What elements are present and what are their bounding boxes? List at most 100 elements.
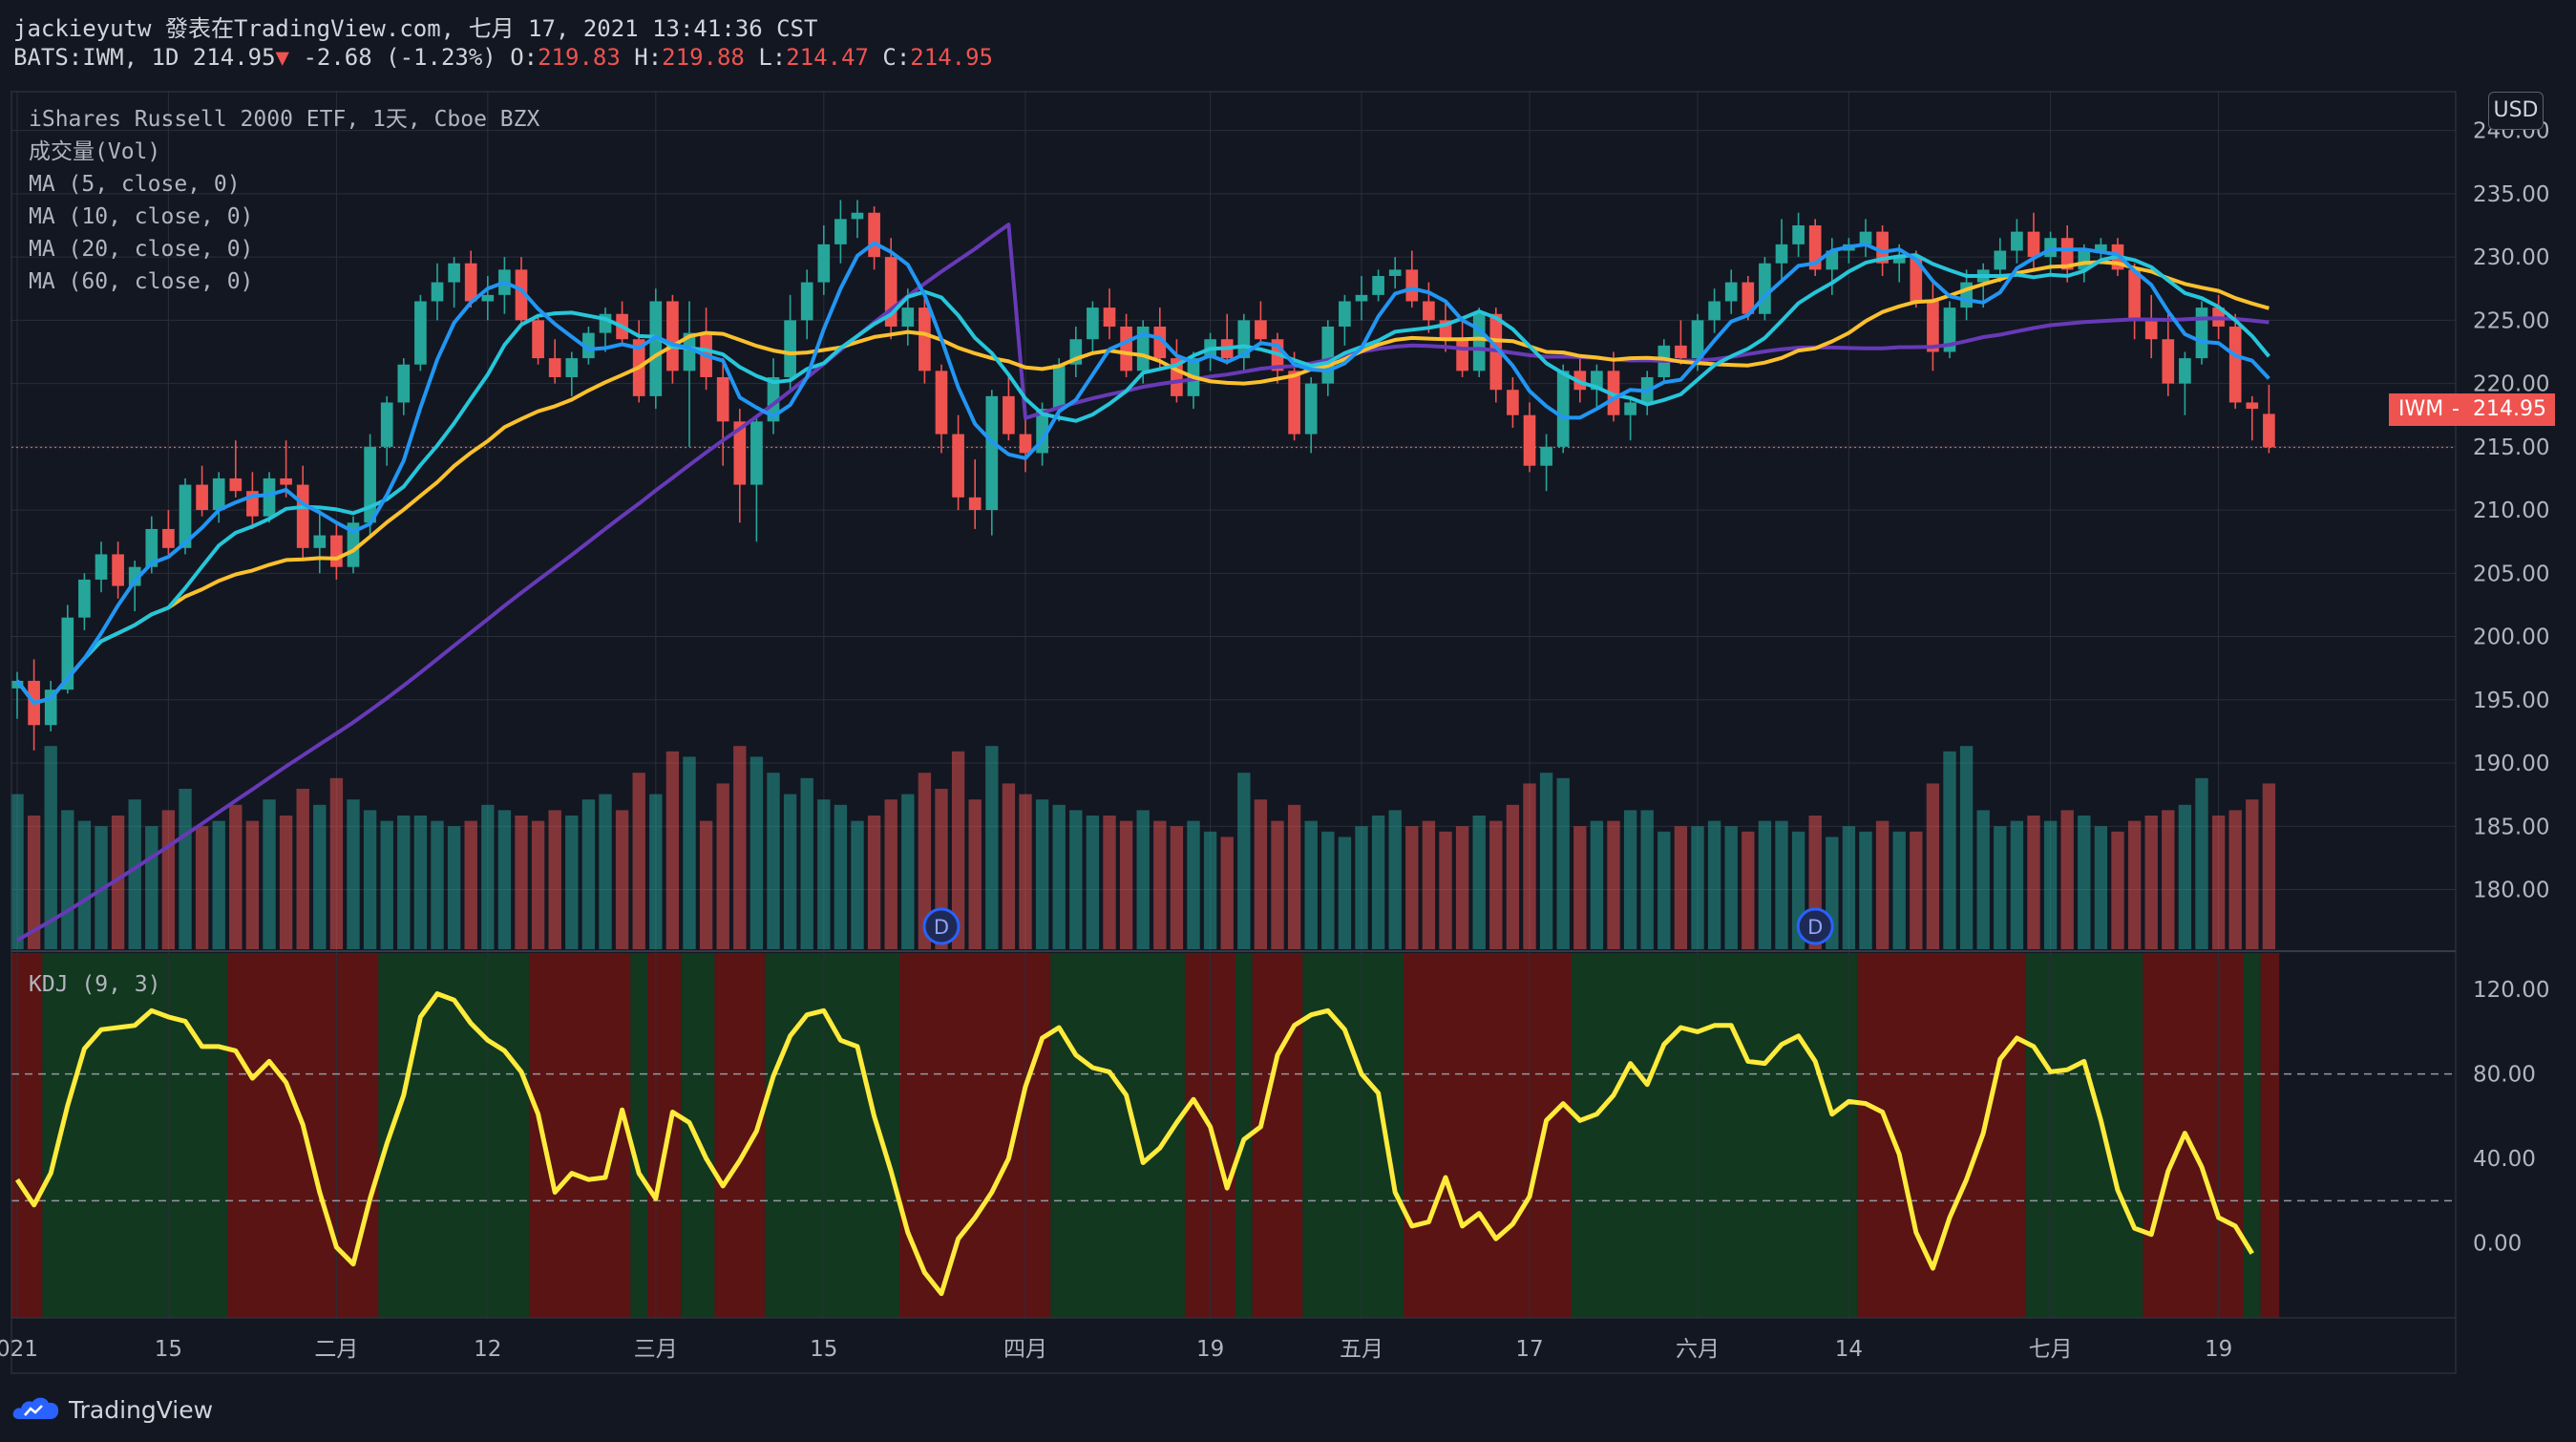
volume-bar <box>1573 826 1587 949</box>
volume-bar <box>44 746 57 949</box>
volume-bar <box>431 820 444 949</box>
ma5-label[interactable]: MA (5, close, 0) <box>29 172 241 197</box>
volume-bar <box>263 799 276 949</box>
time-tick-label: 二月 <box>314 1337 358 1362</box>
volume-bar <box>1691 826 1704 949</box>
close-value: 214.95 <box>910 44 993 71</box>
indicator-legend: iShares Russell 2000 ETF, 1天, Cboe BZX 成… <box>29 103 539 298</box>
volume-bar <box>1136 810 1150 949</box>
volume-bar <box>2262 783 2276 949</box>
kdj-zone-bull <box>1572 953 1858 1318</box>
candle-body <box>1724 282 1738 302</box>
time-tick-label: 19 <box>2205 1337 2232 1362</box>
candle-body <box>817 244 831 283</box>
time-tick-label: 三月 <box>634 1337 678 1362</box>
volume-bar <box>1304 820 1318 949</box>
candle-body <box>1087 307 1099 340</box>
volume-bar <box>380 820 393 949</box>
volume-bar <box>817 799 831 949</box>
ma60-label[interactable]: MA (60, close, 0) <box>29 269 254 294</box>
price-tick-label: 185.00 <box>2473 815 2549 839</box>
tradingview-logo[interactable]: TradingView <box>11 1390 213 1429</box>
open-value: 219.83 <box>538 44 621 71</box>
volume-bar <box>1439 831 1452 949</box>
volume-bar <box>834 804 848 949</box>
candle-body <box>1339 301 1351 327</box>
symbol-title[interactable]: iShares Russell 2000 ETF, 1天, Cboe BZX <box>29 107 540 132</box>
price-tick-label: 220.00 <box>2473 372 2549 397</box>
candle-body <box>2162 339 2175 384</box>
candle-body <box>1759 263 1771 314</box>
volume-bar <box>531 820 545 949</box>
candle-body <box>750 421 763 485</box>
volume-indicator-label[interactable]: 成交量(Vol) <box>29 139 161 164</box>
candle-body <box>112 554 124 586</box>
kdj-indicator-label[interactable]: KDJ (9, 3) <box>29 972 161 997</box>
volume-bar <box>565 816 579 949</box>
candle-body <box>1859 231 1872 244</box>
candle-body <box>1876 231 1889 264</box>
time-tick-label: 五月 <box>1340 1337 1383 1362</box>
volume-bar <box>1959 746 1974 949</box>
volume-bar <box>2010 820 2024 949</box>
candle-body <box>280 477 292 485</box>
candle-body <box>1288 371 1300 435</box>
volume-bar <box>1910 831 1923 949</box>
candle-body <box>1523 414 1536 466</box>
volume-bar <box>145 826 158 949</box>
volume-bar <box>1842 826 1856 949</box>
volume-bar <box>2246 799 2259 949</box>
candle-body <box>666 301 679 371</box>
candle-body <box>1775 244 1788 264</box>
candle-body <box>716 376 729 422</box>
time-tick-label: 19 <box>1196 1337 1224 1362</box>
volume-bar <box>1153 820 1167 949</box>
kdj-zone-bear <box>714 953 766 1318</box>
volume-bar <box>1758 820 1772 949</box>
volume-bar <box>245 820 260 949</box>
ohlc-readout: BATS:IWM, 1D 214.95▼ -2.68 (-1.23%) O:21… <box>13 44 993 71</box>
candle-body <box>800 282 813 321</box>
volume-bar <box>1926 783 1940 949</box>
volume-bar <box>1556 777 1570 949</box>
volume-bar <box>884 799 897 949</box>
volume-bar <box>615 810 629 949</box>
volume-bar <box>61 810 74 949</box>
volume-bar <box>413 816 428 949</box>
candle-body <box>1556 371 1570 447</box>
candle-body <box>2128 269 2141 321</box>
candle-body <box>532 320 544 359</box>
time-tick-label: 15 <box>155 1337 182 1362</box>
ma20-label[interactable]: MA (20, close, 0) <box>29 237 254 262</box>
volume-bar <box>2094 826 2108 949</box>
candle-body <box>1321 326 1335 384</box>
dividend-marker-label: D <box>1807 916 1823 939</box>
volume-bar <box>1237 773 1251 949</box>
volume-bar <box>515 816 528 949</box>
candle-body <box>1960 282 1973 308</box>
volume-bar <box>1590 820 1604 949</box>
ma10-label[interactable]: MA (10, close, 0) <box>29 204 254 229</box>
volume-bar <box>347 799 360 949</box>
volume-bar <box>901 794 915 949</box>
open-label: O: <box>510 44 538 71</box>
kdj-zone-bull <box>630 953 647 1318</box>
volume-bar <box>2027 816 2040 949</box>
kdj-zone-bull <box>1235 953 1253 1318</box>
candle-body <box>1675 345 1687 359</box>
currency-button[interactable]: USD <box>2488 92 2544 130</box>
volume-bar <box>11 794 24 949</box>
candle-body <box>397 364 411 403</box>
volume-bar <box>1052 804 1066 949</box>
candle-body <box>1019 434 1032 454</box>
candle-body <box>767 376 780 422</box>
candle-body <box>1423 301 1435 321</box>
volume-bar <box>1707 820 1721 949</box>
candle-body <box>2060 238 2074 270</box>
candle-body <box>78 579 91 618</box>
kdj-tick-label: 80.00 <box>2473 1063 2536 1088</box>
volume-bar <box>111 816 125 949</box>
time-tick-label: 七月 <box>2029 1337 2073 1362</box>
volume-bar <box>1775 820 1788 949</box>
candle-body <box>968 497 982 511</box>
